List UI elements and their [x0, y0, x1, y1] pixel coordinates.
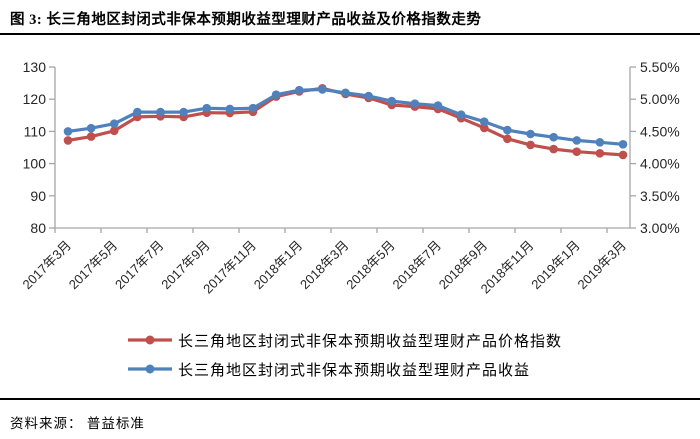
series-point [456, 110, 466, 119]
x-axis-category-label: 2019年3月 [575, 238, 630, 293]
left-axis-tick-label: 130 [23, 59, 47, 75]
series-point [294, 85, 304, 95]
series-point [549, 132, 558, 142]
x-axis-category-label: 2018年5月 [343, 238, 398, 293]
series-point [433, 101, 443, 110]
series-point [618, 150, 628, 160]
series-point [109, 119, 119, 128]
series-point [86, 123, 96, 133]
right-axis-tick-label: 5.50% [640, 59, 680, 75]
series-point [271, 90, 281, 99]
series-point [341, 88, 350, 98]
source-divider [0, 398, 700, 400]
series-point [410, 99, 420, 108]
series-point [63, 127, 73, 136]
legend-label-yield: 长三角地区封闭式非保本预期收益型理财产品收益 [178, 362, 531, 379]
series-point [318, 85, 327, 94]
series-point [179, 107, 188, 117]
series-point [595, 149, 605, 158]
figure-title: 图 3: 长三角地区封闭式非保本预期收益型理财产品收益及价格指数走势 [10, 12, 482, 28]
left-axis-tick-label: 80 [30, 220, 46, 236]
right-axis-tick-label: 4.50% [640, 123, 680, 139]
x-axis-category-label: 2017年3月 [20, 238, 75, 293]
left-axis-tick-label: 120 [23, 91, 47, 107]
left-axis-tick-label: 90 [30, 188, 46, 204]
series-point [526, 129, 535, 139]
series-point [225, 104, 235, 114]
red-line-marker-icon [128, 335, 172, 345]
right-axis-tick-label: 3.50% [640, 188, 680, 204]
series-point [86, 132, 96, 141]
chart-legend: 长三角地区封闭式非保本预期收益型理财产品价格指数 长三角地区封闭式非保本预期收益… [128, 329, 562, 380]
x-axis-category-label: 2019年1月 [528, 238, 583, 293]
title-divider [0, 33, 700, 35]
left-axis-tick-label: 100 [23, 156, 47, 172]
series-point [63, 136, 73, 145]
series-point [202, 103, 212, 113]
series-point [618, 140, 628, 149]
blue-line-marker-icon [128, 364, 172, 374]
legend-item-yield: 长三角地区封闭式非保本预期收益型理财产品收益 [128, 358, 562, 380]
series-point [479, 123, 489, 133]
series-point [572, 147, 582, 156]
right-axis-tick-label: 4.00% [640, 156, 680, 172]
series-point [364, 91, 373, 101]
legend-item-price-index: 长三角地区封闭式非保本预期收益型理财产品价格指数 [128, 329, 562, 351]
line-chart-canvas: 130 120 110 100 90 80 5.50% 5.00% 4.50% 4.00% 3.50… [20, 59, 680, 297]
series-point [503, 125, 512, 135]
series-point [133, 107, 142, 117]
x-axis-category-label: 2017年7月 [112, 238, 167, 293]
series-point [156, 107, 165, 117]
series-point [479, 117, 489, 126]
series-point [595, 138, 605, 147]
series-point [248, 103, 258, 113]
right-axis-tick-label: 3.00% [640, 220, 680, 236]
series-point [109, 126, 119, 136]
source-label: 资料来源： 普益标准 [10, 416, 145, 431]
series-point [503, 134, 512, 144]
series-point [387, 96, 397, 106]
x-axis-category-label: 2018年3月 [297, 238, 352, 293]
series-point [526, 140, 535, 150]
legend-label-price-index: 长三角地区封闭式非保本预期收益型理财产品价格指数 [178, 333, 563, 350]
right-axis-tick-label: 5.00% [640, 91, 680, 107]
series-point [572, 136, 582, 145]
x-axis-category-label: 2018年7月 [390, 238, 445, 293]
series-point [549, 144, 558, 154]
left-axis-tick-label: 110 [24, 123, 47, 139]
x-axis-category-label: 2017年5月 [66, 238, 121, 293]
x-axis-category-label: 2018年1月 [251, 238, 306, 293]
